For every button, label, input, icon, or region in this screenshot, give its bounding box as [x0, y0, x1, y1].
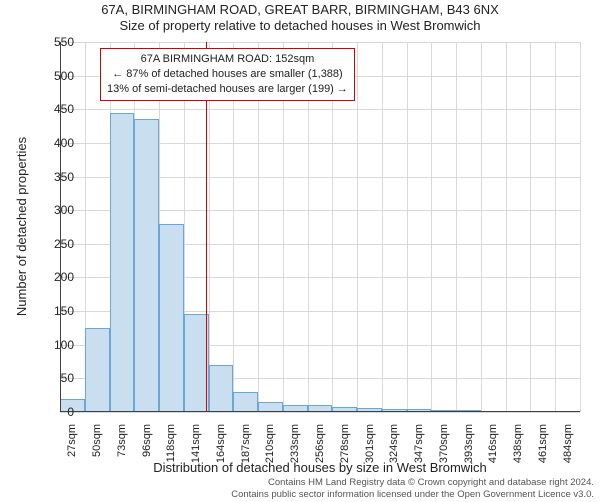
annotation-line1: 67A BIRMINGHAM ROAD: 152sqm [107, 52, 348, 67]
footer-line1: Contains HM Land Registry data © Crown c… [231, 477, 594, 488]
y-tick-label: 0 [34, 405, 74, 419]
gridline-v [506, 42, 507, 412]
y-tick-label: 450 [34, 102, 74, 116]
y-axis-line [60, 42, 61, 412]
x-tick-label: 416sqm [487, 424, 499, 474]
x-tick-label: 233sqm [289, 424, 301, 474]
annotation-box: 67A BIRMINGHAM ROAD: 152sqm ← 87% of det… [100, 48, 355, 101]
histogram-bar [110, 113, 135, 412]
y-tick-label: 300 [34, 203, 74, 217]
gridline-v [456, 42, 457, 412]
x-tick-label: 96sqm [141, 424, 153, 474]
x-axis-line [60, 411, 580, 412]
y-tick-label: 400 [34, 136, 74, 150]
page-subtitle: Size of property relative to detached ho… [0, 18, 600, 33]
gridline-v [530, 42, 531, 412]
histogram-chart: 67A BIRMINGHAM ROAD: 152sqm ← 87% of det… [60, 42, 580, 412]
x-tick-label: 256sqm [314, 424, 326, 474]
annotation-line2: ← 87% of detached houses are smaller (1,… [107, 67, 348, 82]
histogram-bar [134, 119, 159, 412]
x-tick-label: 370sqm [438, 424, 450, 474]
x-tick-label: 324sqm [388, 424, 400, 474]
y-tick-label: 50 [34, 371, 74, 385]
gridline-v [382, 42, 383, 412]
y-tick-label: 350 [34, 170, 74, 184]
gridline-h [60, 109, 580, 110]
annotation-line3: 13% of semi-detached houses are larger (… [107, 82, 348, 97]
x-tick-label: 118sqm [165, 424, 177, 474]
histogram-bar [209, 365, 234, 412]
x-tick-label: 301sqm [364, 424, 376, 474]
y-tick-label: 150 [34, 304, 74, 318]
y-tick-label: 100 [34, 338, 74, 352]
gridline-h [60, 412, 580, 413]
x-tick-label: 187sqm [240, 424, 252, 474]
x-tick-label: 278sqm [339, 424, 351, 474]
histogram-bar [184, 314, 209, 412]
x-tick-label: 484sqm [562, 424, 574, 474]
y-axis-title: Number of detached properties [14, 137, 29, 316]
x-tick-label: 50sqm [91, 424, 103, 474]
y-tick-label: 500 [34, 69, 74, 83]
x-tick-label: 438sqm [512, 424, 524, 474]
x-tick-label: 393sqm [463, 424, 475, 474]
x-tick-label: 461sqm [537, 424, 549, 474]
gridline-v [431, 42, 432, 412]
gridline-v [580, 42, 581, 412]
gridline-v [407, 42, 408, 412]
histogram-bar [85, 328, 110, 412]
footer-line2: Contains public sector information licen… [231, 489, 594, 500]
x-tick-label: 164sqm [215, 424, 227, 474]
x-tick-label: 347sqm [413, 424, 425, 474]
gridline-h [60, 42, 580, 43]
x-tick-label: 73sqm [116, 424, 128, 474]
x-tick-label: 27sqm [66, 424, 78, 474]
footer-attribution: Contains HM Land Registry data © Crown c… [231, 477, 594, 500]
y-tick-label: 250 [34, 237, 74, 251]
page-title: 67A, BIRMINGHAM ROAD, GREAT BARR, BIRMIN… [0, 2, 600, 17]
histogram-bar [159, 224, 184, 412]
x-tick-label: 210sqm [264, 424, 276, 474]
x-tick-label: 141sqm [190, 424, 202, 474]
histogram-bar [233, 392, 258, 412]
y-tick-label: 550 [34, 35, 74, 49]
gridline-v [555, 42, 556, 412]
gridline-v [357, 42, 358, 412]
gridline-v [481, 42, 482, 412]
y-tick-label: 200 [34, 270, 74, 284]
